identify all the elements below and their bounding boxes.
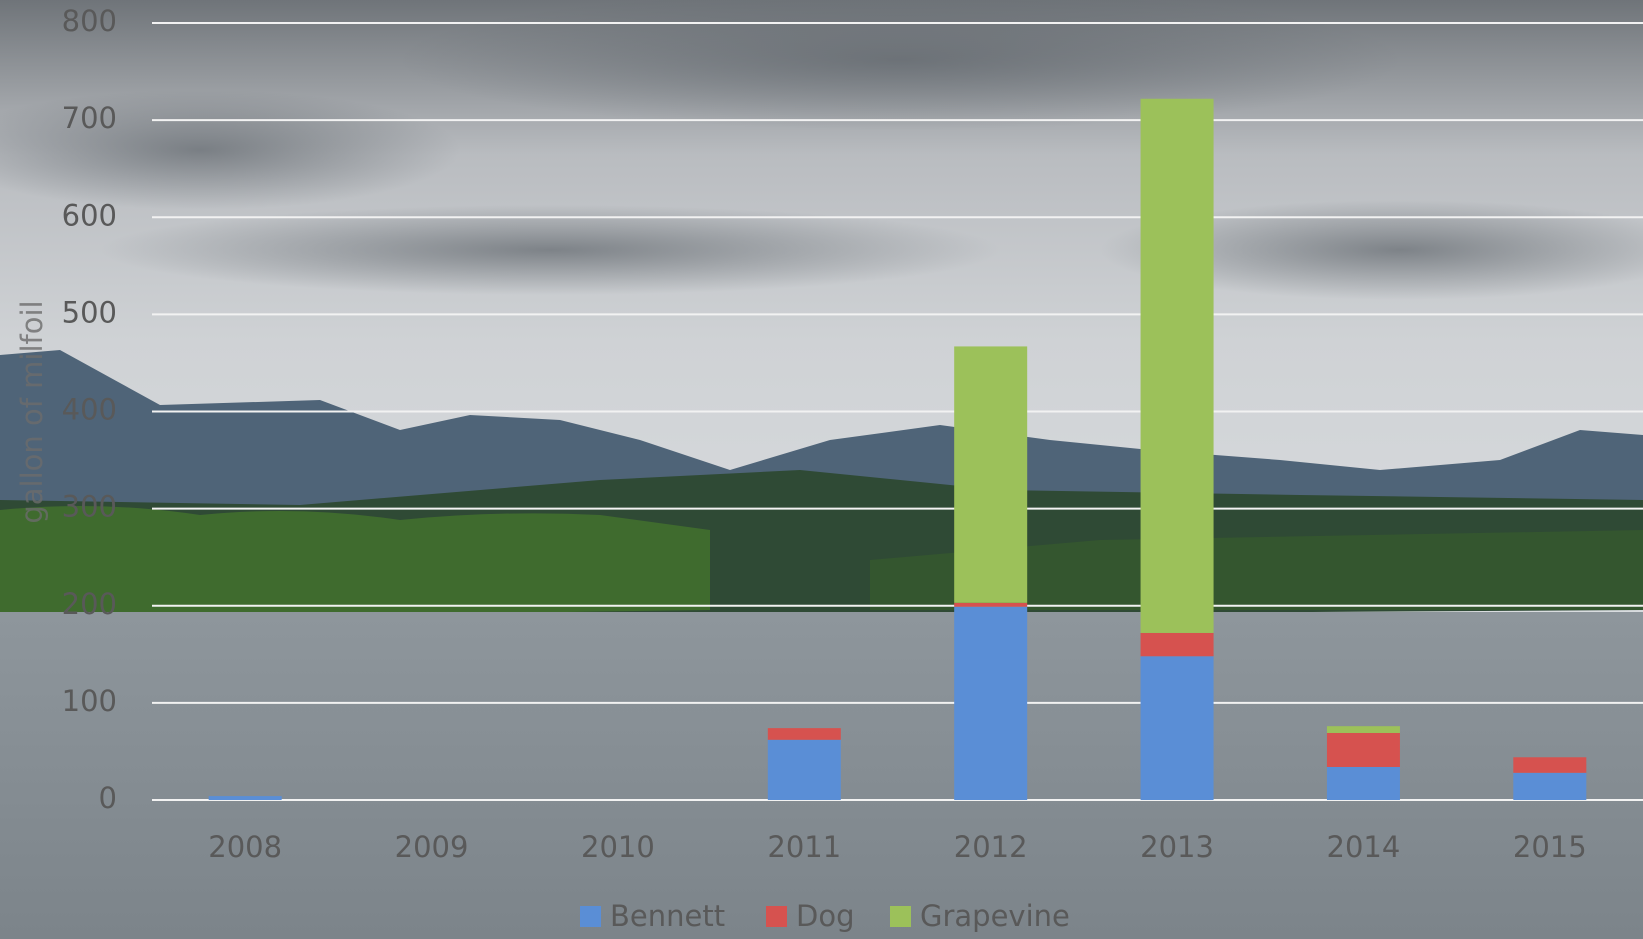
x-tick-label: 2013	[1140, 830, 1214, 864]
bar-segment	[1140, 98, 1214, 633]
y-tick-label: 600	[62, 198, 117, 232]
legend-swatch	[580, 906, 601, 927]
y-tick-label: 700	[62, 101, 117, 135]
plot-area: 0 100 200 300 400 500 600 700 800 2008 2009 2010 201…	[62, 4, 1643, 864]
x-tick-label: 2014	[1327, 830, 1401, 864]
x-tick-label: 2015	[1513, 830, 1587, 864]
legend-label: Dog	[796, 899, 854, 933]
bar-segment	[1326, 726, 1400, 733]
bar-segment	[1326, 732, 1400, 767]
bar-segment	[1140, 632, 1214, 657]
y-tick-label: 200	[62, 587, 117, 621]
x-tick-label: 2008	[208, 830, 282, 864]
x-tick-label: 2011	[767, 830, 841, 864]
bar-segment	[1326, 766, 1400, 800]
bar-segment	[1513, 757, 1587, 773]
y-tick-label: 800	[62, 4, 117, 38]
y-axis-label: gallon of milfoil	[15, 300, 49, 523]
legend-label: Bennett	[610, 899, 725, 933]
x-tick-label: 2012	[954, 830, 1028, 864]
y-tick-label: 100	[62, 684, 117, 718]
legend-swatch	[890, 906, 911, 927]
y-tick-label: 400	[62, 393, 117, 427]
bar-segment	[767, 728, 841, 740]
bar-segment	[954, 346, 1028, 603]
y-tick-label: 0	[99, 781, 117, 815]
bar-segment	[1140, 656, 1214, 800]
legend: Bennett Dog Grapevine	[580, 899, 1070, 933]
bar-segment	[954, 606, 1028, 800]
bar-segment	[208, 796, 282, 800]
y-tick-label: 500	[62, 295, 117, 329]
y-tick-label: 300	[62, 490, 117, 524]
x-tick-label: 2009	[395, 830, 469, 864]
legend-label: Grapevine	[920, 899, 1070, 933]
bar-segment	[1513, 772, 1587, 800]
bar-segment	[954, 602, 1028, 607]
x-tick-label: 2010	[581, 830, 655, 864]
bar-segment	[767, 739, 841, 800]
legend-swatch	[766, 906, 787, 927]
